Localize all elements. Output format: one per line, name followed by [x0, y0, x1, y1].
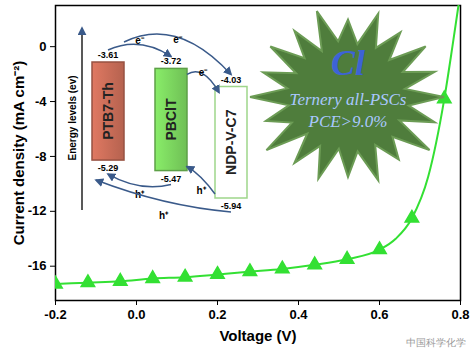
svg-text:-3.61: -3.61 [98, 50, 119, 60]
svg-text:中国科学化学: 中国科学化学 [406, 337, 466, 348]
svg-text:h⁺: h⁺ [135, 189, 145, 200]
svg-text:Ternery all-PSCs: Ternery all-PSCs [290, 90, 407, 109]
svg-text:0.8: 0.8 [451, 307, 469, 322]
svg-text:0: 0 [39, 39, 46, 54]
svg-text:PBClT: PBClT [163, 98, 179, 140]
svg-text:-0.2: -0.2 [44, 307, 66, 322]
svg-text:Current density (mA cm⁻²): Current density (mA cm⁻²) [10, 61, 27, 245]
svg-text:-3.72: -3.72 [161, 56, 182, 66]
svg-text:PTB7-Th: PTB7-Th [100, 82, 116, 140]
svg-text:Energy levels (ev): Energy levels (ev) [67, 75, 78, 160]
svg-text:-12: -12 [28, 203, 47, 218]
svg-text:NDP-V-C7: NDP-V-C7 [223, 109, 239, 175]
svg-text:e⁻: e⁻ [173, 34, 183, 45]
svg-text:e⁻: e⁻ [135, 35, 145, 46]
svg-text:h⁺: h⁺ [159, 210, 169, 221]
svg-text:PCE>9.0%: PCE>9.0% [308, 112, 388, 131]
svg-text:-4.03: -4.03 [221, 75, 242, 85]
svg-text:0.2: 0.2 [208, 307, 226, 322]
svg-text:0.4: 0.4 [289, 307, 308, 322]
svg-text:h⁺: h⁺ [196, 185, 206, 196]
svg-text:-8: -8 [35, 149, 47, 164]
svg-text:-5.29: -5.29 [98, 163, 119, 173]
svg-text:Cl: Cl [331, 43, 365, 83]
svg-text:0.0: 0.0 [127, 307, 145, 322]
svg-text:-5.94: -5.94 [221, 201, 242, 211]
svg-text:Voltage (V): Voltage (V) [219, 327, 296, 344]
svg-text:-5.47: -5.47 [161, 174, 182, 184]
svg-text:-16: -16 [28, 258, 47, 273]
svg-text:0.6: 0.6 [370, 307, 388, 322]
svg-text:-4: -4 [35, 94, 47, 109]
svg-text:e⁻: e⁻ [199, 67, 209, 78]
